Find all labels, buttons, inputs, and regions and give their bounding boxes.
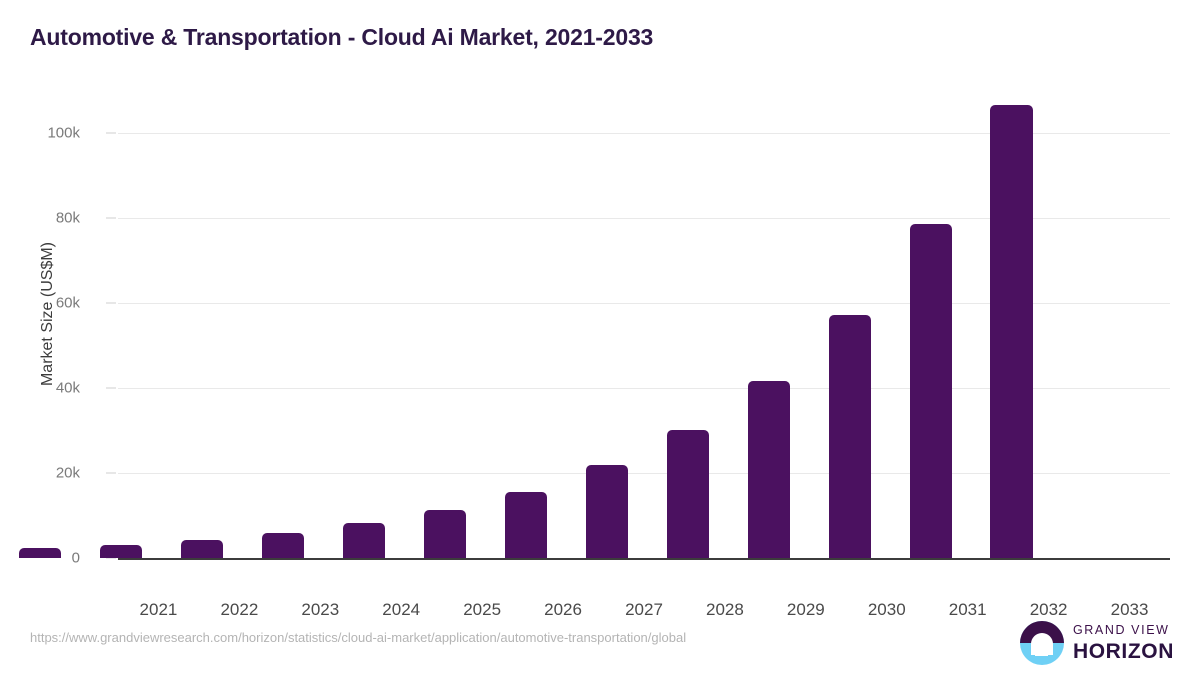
chart-plot-area: Market Size (US$M) 0 20k 40k 60k 80k 100k 202… — [0, 90, 1200, 619]
x-tick-label-2025: 2025 — [463, 600, 502, 619]
y-tick-mark — [106, 472, 116, 474]
y-tick-mark — [106, 132, 116, 134]
y-tick-label: 60k — [55, 294, 80, 312]
brand-logo: GRAND VIEW HORIZON — [1019, 619, 1174, 667]
y-tick-label: 40k — [55, 379, 80, 397]
y-tick-mark — [106, 557, 116, 559]
bar-2032[interactable] — [909, 224, 952, 558]
source-url[interactable]: https://www.grandviewresearch.com/horizo… — [30, 630, 687, 645]
bar-2026[interactable] — [424, 509, 467, 558]
gridline — [118, 472, 1170, 474]
bar-2023[interactable] — [181, 540, 224, 558]
x-tick-label-2029: 2029 — [786, 600, 825, 619]
bar-2025[interactable] — [343, 522, 386, 558]
bar-2029[interactable] — [666, 430, 709, 558]
bar-2030[interactable] — [747, 381, 790, 558]
bar-2027[interactable] — [504, 491, 548, 558]
x-tick-label-2033: 2033 — [1110, 600, 1149, 619]
gridline — [118, 302, 1170, 304]
gridline — [118, 387, 1170, 389]
y-tick-label: 100k — [47, 124, 80, 142]
bar-2022[interactable] — [100, 545, 143, 558]
y-tick-mark — [106, 217, 116, 219]
x-tick-label-2028: 2028 — [706, 600, 744, 619]
logo-wordmark: GRAND VIEW HORIZON — [1073, 624, 1174, 662]
y-tick-label: 20k — [55, 464, 80, 482]
chart-bars — [0, 90, 1200, 590]
y-tick-mark — [106, 387, 116, 389]
bar-2031[interactable] — [828, 314, 871, 558]
bar-2028[interactable] — [585, 465, 628, 558]
x-tick-label-2031: 2031 — [948, 600, 987, 619]
x-tick-label-2026: 2026 — [544, 600, 582, 619]
x-tick-label-2021: 2021 — [139, 600, 178, 619]
bar-2024[interactable] — [262, 532, 305, 558]
y-tick-label: 0 — [71, 549, 80, 567]
y-tick-label: 80k — [55, 209, 80, 227]
x-tick-label-2022: 2022 — [220, 600, 259, 619]
x-tick-label-2027: 2027 — [625, 600, 663, 619]
bar-2033[interactable] — [990, 104, 1033, 558]
logo-line-2: HORIZON — [1072, 639, 1174, 663]
x-axis-line — [118, 558, 1170, 560]
logo-line-1: GRAND VIEW — [1072, 623, 1170, 638]
page-title: Automotive & Transportation - Cloud Ai M… — [30, 24, 654, 50]
gridline — [118, 132, 1170, 134]
bar-2021[interactable] — [19, 548, 62, 558]
x-tick-label-2030: 2030 — [867, 600, 906, 619]
horizon-sun-icon — [1019, 621, 1064, 665]
x-tick-label-2024: 2024 — [382, 600, 421, 619]
gridline — [118, 217, 1170, 219]
chart-grid: 0 20k 40k 60k 80k 100k — [47, 90, 1170, 590]
x-tick-label-2023: 2023 — [301, 600, 340, 619]
x-tick-label-2032: 2032 — [1029, 600, 1068, 619]
y-tick-mark — [106, 302, 116, 304]
